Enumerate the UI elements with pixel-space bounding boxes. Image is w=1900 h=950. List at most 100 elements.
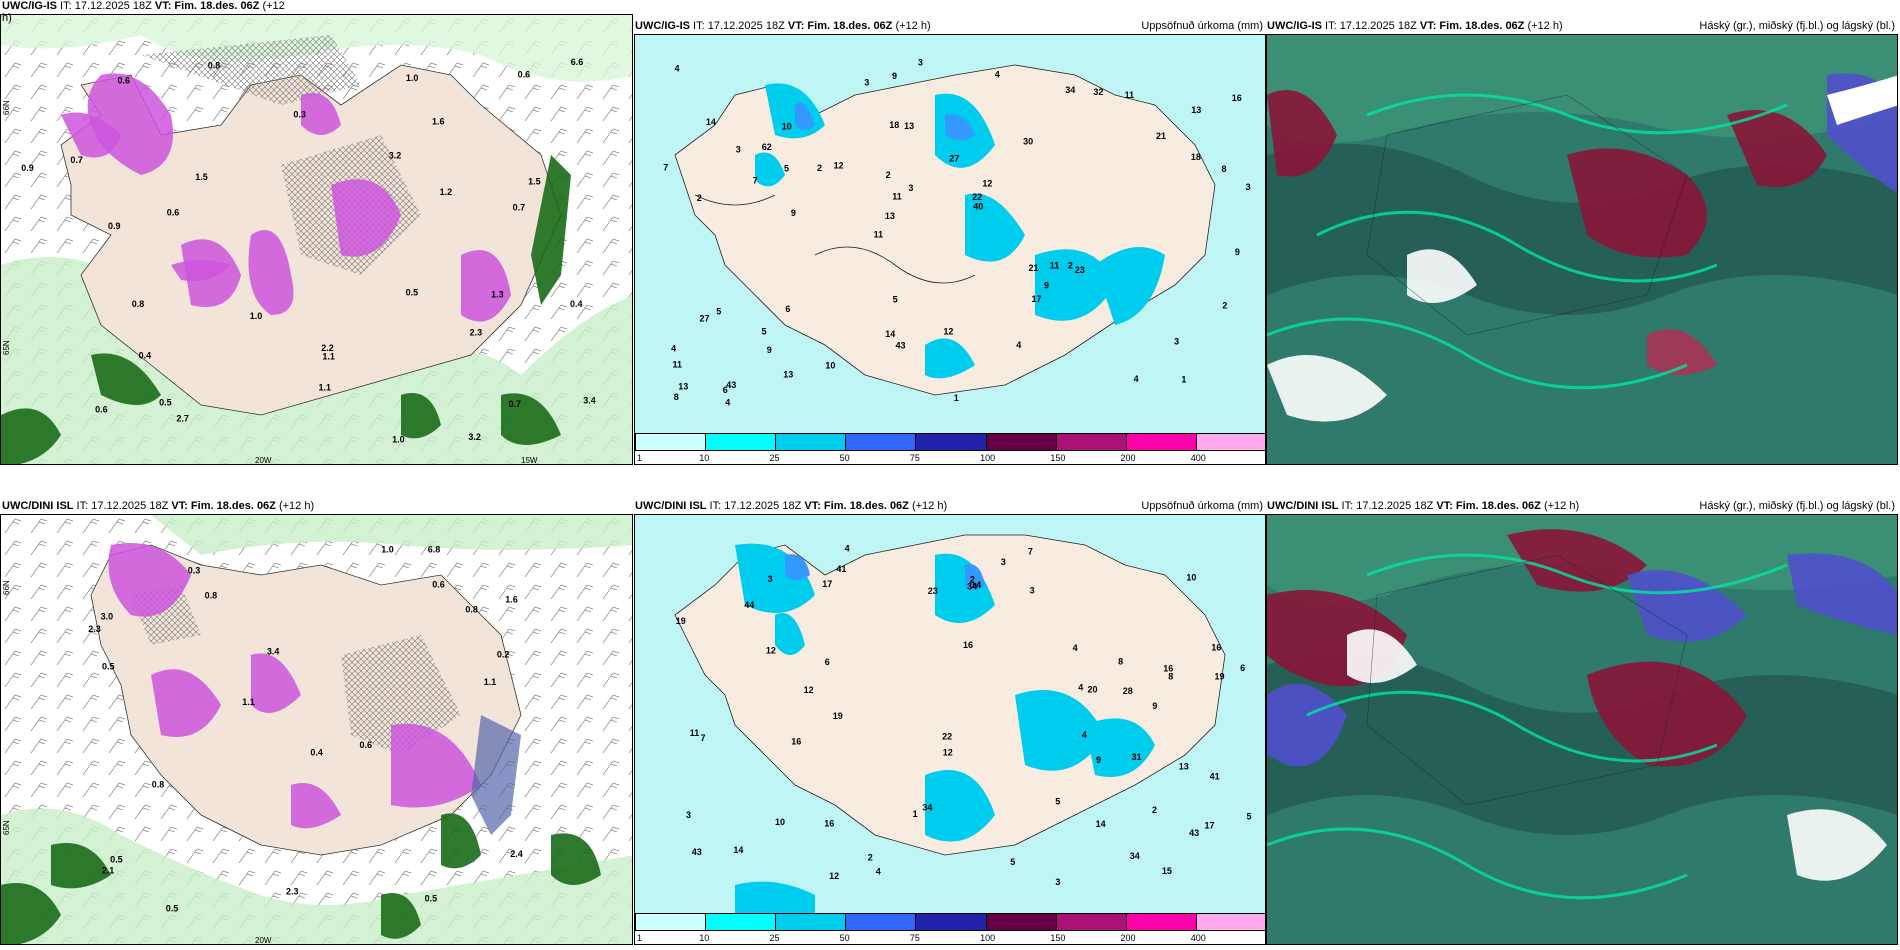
map-panel-bottom-middle: 2 16 17 16 43 41 16 16 10 12 19 19 9 4 3 44 43 17 34 8 11 7 5 4… bbox=[634, 514, 1266, 945]
map-value-label: 14 bbox=[1096, 819, 1106, 829]
map-value-label: 32 bbox=[1093, 87, 1103, 97]
init-time: IT: 17.12.2025 18Z bbox=[690, 20, 788, 32]
colorbar-top bbox=[635, 433, 1265, 451]
map-value-label: 12 bbox=[804, 685, 814, 695]
map-value-label: 2.2 bbox=[321, 343, 334, 353]
colorbar-tick-label: 150 bbox=[1050, 933, 1066, 943]
map-value-label: 18 bbox=[1191, 152, 1201, 162]
model-label: UWC/IG-IS bbox=[635, 20, 690, 32]
colorbar-tick-label: 50 bbox=[839, 453, 850, 463]
map-value-label: 1 bbox=[913, 809, 918, 819]
map-value-label: 16 bbox=[1163, 664, 1173, 674]
map-value-label: 0.6 bbox=[95, 404, 108, 414]
colorbar-tick-label: 10 bbox=[699, 453, 710, 463]
lon-label-20w: 20W bbox=[255, 456, 272, 465]
map-value-label: 2 bbox=[970, 575, 975, 585]
colorbar-tick-label: 400 bbox=[1190, 933, 1206, 943]
map-value-label: 3.0 bbox=[101, 612, 114, 622]
lat-label-66n: 66N bbox=[2, 580, 11, 595]
map-value-label: 21 bbox=[1156, 131, 1166, 141]
map-panel-top-middle: 1 2 13 11 30 43 18 27 5 12 11 9 13 12 23 14 9 3 21 18 13 14 11… bbox=[634, 34, 1266, 465]
map-value-label: 1.1 bbox=[319, 383, 332, 393]
valid-time: VT: Fim. 18.des. 06Z bbox=[154, 0, 260, 12]
map-value-label: 13 bbox=[904, 121, 914, 131]
colorbar-tick-label: 10 bbox=[699, 933, 710, 943]
map-value-label: 7 bbox=[663, 163, 668, 173]
map-value-label: 6 bbox=[785, 304, 790, 314]
map-value-label: 0.4 bbox=[139, 351, 152, 361]
map-value-label: 0.8 bbox=[208, 60, 221, 70]
init-time: IT: 17.12.2025 18Z bbox=[1322, 20, 1420, 32]
map-value-label: 11 bbox=[1050, 260, 1060, 270]
map-value-label: 13 bbox=[885, 211, 895, 221]
map-value-label: 27 bbox=[949, 154, 959, 164]
colorbar-tick-label: 75 bbox=[909, 933, 920, 943]
colorbar-swatch bbox=[1126, 914, 1197, 930]
valid-time: VT: Fim. 18.des. 06Z bbox=[804, 500, 909, 512]
model-label: UWC/DINI ISL bbox=[2, 500, 74, 512]
colorbar-tick-label: 150 bbox=[1050, 453, 1066, 463]
map-panel-top-left: 0.4 3.2 1.1 0.6 2.2 1.5 0.8 1.6 1.0 0.7 0.5 0.6 0.9 1… bbox=[0, 14, 633, 465]
map-value-label: 13 bbox=[678, 382, 688, 392]
map-value-label: 0.3 bbox=[293, 109, 306, 119]
map-value-label: 7 bbox=[701, 733, 706, 743]
map-value-label: 9 bbox=[1044, 281, 1049, 291]
colorbar-swatch bbox=[986, 434, 1057, 450]
title-bottom-right: UWC/DINI ISL IT: 17.12.2025 18Z VT: Fim.… bbox=[1267, 500, 1897, 516]
map-value-label: 1.3 bbox=[491, 290, 504, 300]
map-value-label: 5 bbox=[762, 326, 767, 336]
colorbar-swatch bbox=[986, 914, 1057, 930]
map-value-label: 0.8 bbox=[152, 780, 165, 790]
colorbar-swatch bbox=[1196, 434, 1265, 450]
map-value-label: 0.6 bbox=[360, 740, 373, 750]
colorbar-tick-label: 200 bbox=[1120, 933, 1136, 943]
map-value-label: 0.6 bbox=[167, 207, 180, 217]
map-value-label: 2 bbox=[697, 193, 702, 203]
map-value-label: 43 bbox=[726, 380, 736, 390]
map-value-label: 12 bbox=[766, 646, 776, 656]
colorbar-tick-label: 1 bbox=[637, 933, 643, 943]
map-value-label: 12 bbox=[982, 178, 992, 188]
map-value-label: 15 bbox=[1162, 866, 1172, 876]
colorbar-swatch bbox=[706, 434, 777, 450]
map-panel-bottom-left: 0.3 0.2 0.5 2.3 1.6 2.1 2.4 0.4 0.6 0.8 0.5 6.8 0.8 0… bbox=[0, 514, 633, 945]
map-value-label: 8 bbox=[1222, 164, 1227, 174]
model-label: UWC/IG-IS bbox=[2, 0, 57, 12]
model-label: UWC/DINI ISL bbox=[635, 500, 707, 512]
colorbar-swatch bbox=[846, 914, 917, 930]
colorbar-ticks-top: 1 10 25 50 75 100 150 200 400 bbox=[635, 453, 1265, 464]
map-value-label: 3 bbox=[1001, 557, 1006, 567]
map-value-label: 43 bbox=[1189, 828, 1199, 838]
lat-label-65n: 65N bbox=[2, 340, 11, 355]
map-value-label: 43 bbox=[692, 847, 702, 857]
lon-label-20w: 20W bbox=[255, 936, 272, 945]
map-value-label: 4 bbox=[1078, 682, 1083, 692]
map-value-label: 9 bbox=[1152, 701, 1157, 711]
map-value-label: 19 bbox=[676, 616, 686, 626]
map-value-label: 3.4 bbox=[583, 396, 596, 406]
map-value-label: 3 bbox=[686, 810, 691, 820]
map-value-label: 8 bbox=[674, 392, 679, 402]
map-value-label: 1.1 bbox=[322, 352, 335, 362]
map-value-label: 10 bbox=[1186, 573, 1196, 583]
map-value-label: 2.3 bbox=[286, 887, 299, 897]
map-value-label: 16 bbox=[963, 640, 973, 650]
lead-time: (+12 bbox=[259, 0, 285, 12]
map-value-label: 17 bbox=[1032, 294, 1042, 304]
map-value-label: 1.6 bbox=[432, 117, 445, 127]
lon-label-15w: 15W bbox=[521, 456, 538, 465]
map-value-label: 10 bbox=[782, 121, 792, 131]
map-value-label: 3 bbox=[908, 183, 913, 193]
valid-time: VT: Fim. 18.des. 06Z bbox=[1436, 500, 1541, 512]
map-value-label: 0.5 bbox=[102, 662, 115, 672]
map-value-label: 4 bbox=[845, 544, 850, 554]
map-value-label: 8 bbox=[1118, 656, 1123, 666]
lead-time: (+12 h) bbox=[1540, 500, 1580, 512]
map-value-label: 0.3 bbox=[188, 565, 201, 575]
map-value-label: 28 bbox=[1123, 686, 1133, 696]
map-value-label: 6 bbox=[723, 385, 728, 395]
map-value-label: 22 bbox=[942, 731, 952, 741]
map-value-label: 0.4 bbox=[310, 747, 323, 757]
map-value-label: 0.5 bbox=[425, 894, 438, 904]
map-value-label: 1.0 bbox=[250, 311, 263, 321]
